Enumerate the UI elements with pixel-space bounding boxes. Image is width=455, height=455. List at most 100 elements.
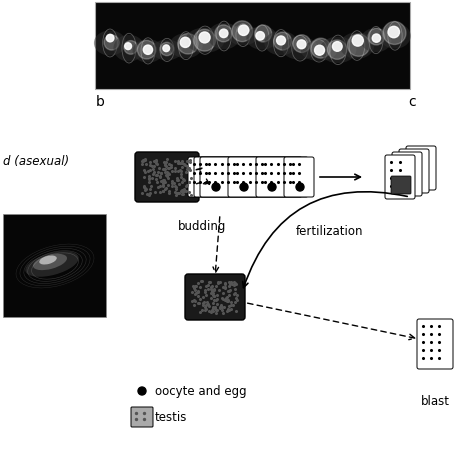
Point — [141, 156, 148, 163]
Point — [146, 176, 153, 183]
Circle shape — [332, 42, 341, 52]
Point — [199, 170, 206, 177]
Point — [267, 179, 274, 186]
Text: oocyte and egg: oocyte and egg — [155, 384, 246, 398]
Point — [162, 185, 170, 192]
Point — [233, 179, 240, 186]
Point — [189, 302, 197, 309]
Point — [255, 170, 262, 177]
Point — [226, 281, 233, 288]
Ellipse shape — [113, 36, 144, 62]
Circle shape — [371, 35, 380, 43]
Circle shape — [238, 26, 248, 36]
Point — [207, 286, 214, 293]
Point — [183, 162, 191, 170]
FancyBboxPatch shape — [416, 319, 452, 369]
Point — [140, 167, 147, 174]
Point — [199, 161, 206, 168]
Point — [395, 159, 403, 166]
Point — [239, 170, 246, 177]
Point — [164, 171, 172, 178]
Point — [416, 150, 424, 157]
Point — [159, 177, 166, 184]
Point — [230, 282, 237, 289]
Point — [400, 153, 408, 160]
Point — [212, 283, 219, 290]
Point — [197, 278, 205, 285]
Point — [394, 156, 401, 163]
FancyBboxPatch shape — [390, 177, 410, 195]
Point — [419, 347, 426, 354]
Point — [201, 286, 208, 293]
Point — [246, 179, 253, 186]
Point — [394, 172, 401, 179]
Point — [182, 183, 189, 190]
Ellipse shape — [300, 42, 336, 62]
Point — [194, 299, 202, 307]
Point — [198, 302, 206, 309]
Point — [229, 291, 237, 298]
Point — [286, 170, 293, 177]
FancyBboxPatch shape — [271, 157, 301, 197]
Circle shape — [327, 41, 346, 60]
Point — [218, 304, 226, 311]
Point — [212, 297, 219, 304]
Point — [230, 161, 237, 168]
Point — [410, 153, 417, 160]
Point — [224, 279, 232, 286]
Point — [140, 183, 147, 191]
Point — [295, 161, 302, 168]
Point — [196, 161, 203, 168]
Point — [426, 347, 434, 354]
Point — [295, 170, 302, 177]
Ellipse shape — [39, 256, 56, 265]
Circle shape — [124, 41, 137, 55]
Point — [224, 306, 232, 313]
Point — [171, 189, 178, 197]
Point — [167, 164, 174, 172]
Point — [190, 179, 197, 186]
Point — [289, 170, 296, 177]
Ellipse shape — [25, 252, 79, 277]
Ellipse shape — [169, 34, 202, 59]
Point — [219, 284, 226, 291]
Text: b: b — [96, 95, 105, 109]
FancyBboxPatch shape — [243, 157, 273, 197]
FancyBboxPatch shape — [228, 157, 258, 197]
Point — [144, 168, 152, 175]
Point — [183, 158, 191, 166]
Point — [232, 281, 239, 288]
Point — [161, 160, 168, 167]
Point — [177, 160, 184, 167]
Point — [202, 179, 209, 186]
Point — [274, 170, 281, 177]
FancyBboxPatch shape — [278, 157, 307, 197]
Point — [174, 190, 182, 197]
Point — [196, 170, 203, 177]
Point — [228, 281, 235, 288]
Point — [185, 165, 192, 172]
Circle shape — [292, 35, 310, 53]
Point — [205, 303, 212, 310]
Point — [162, 159, 169, 167]
Circle shape — [239, 184, 248, 192]
Point — [230, 179, 237, 186]
Point — [156, 173, 163, 180]
Point — [190, 170, 197, 177]
Point — [224, 161, 231, 168]
Point — [295, 179, 302, 186]
Point — [210, 287, 217, 294]
Point — [150, 163, 157, 170]
Text: fertilization: fertilization — [296, 224, 363, 238]
Point — [165, 165, 172, 172]
Point — [408, 166, 415, 173]
Point — [181, 162, 188, 169]
Point — [161, 187, 168, 194]
Point — [386, 183, 394, 190]
Point — [283, 161, 290, 168]
Point — [205, 307, 212, 314]
Point — [142, 161, 149, 168]
Point — [233, 161, 240, 168]
Point — [386, 175, 394, 182]
Point — [212, 301, 220, 308]
